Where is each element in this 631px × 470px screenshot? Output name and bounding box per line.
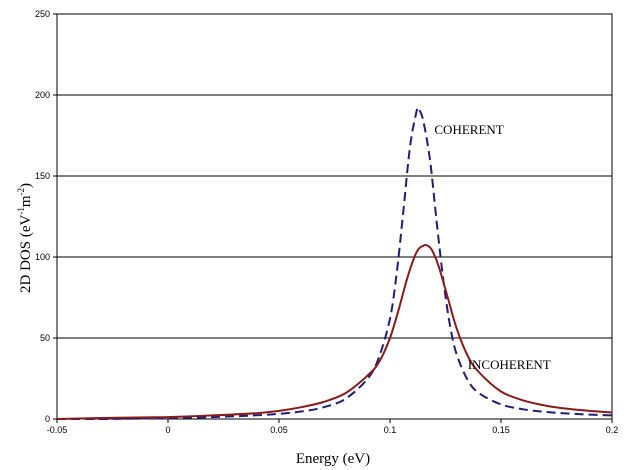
annotation-0: COHERENT: [434, 122, 503, 137]
series-line-0: [56, 106, 613, 421]
series-line-1: [56, 243, 613, 420]
y-axis-title: 2D DOS (eV-1m-2): [16, 183, 34, 293]
y-tick-label-0: 0: [45, 414, 50, 424]
x-tick-label-5: 0.2: [606, 425, 619, 435]
x-tick-label-4: 0.15: [492, 425, 510, 435]
x-tick-label-3: 0.1: [384, 425, 397, 435]
x-axis-title: Energy (eV): [296, 451, 370, 467]
y-axis-ticks: 0 50 100 150 200 250: [35, 9, 57, 424]
y-tick-label-4: 200: [35, 90, 50, 100]
x-tick-label-1: 0: [165, 425, 170, 435]
gridlines: [57, 94, 612, 339]
y-axis-title-end: ): [18, 183, 34, 188]
y-tick-label-3: 150: [35, 171, 50, 181]
y-tick-label-2: 100: [35, 252, 50, 262]
x-axis-ticks: -0.05 0 0.05 0.1 0.15 0.2: [47, 419, 619, 435]
y-axis-title-sup2: -2: [16, 188, 26, 196]
annotation-1: INCOHERENT: [468, 357, 551, 372]
y-tick-label-1: 50: [40, 333, 50, 343]
y-axis-title-mid: m: [18, 195, 34, 207]
x-tick-label-2: 0.05: [270, 425, 288, 435]
plot-area: [56, 13, 613, 420]
series-layer: [56, 106, 613, 421]
y-axis-title-sup1: -1: [16, 207, 26, 215]
y-axis-title-main: 2D DOS (eV: [18, 215, 34, 293]
annotations: COHERENT INCOHERENT: [434, 122, 550, 372]
y-tick-label-5: 250: [35, 9, 50, 19]
x-tick-label-0: -0.05: [47, 425, 68, 435]
